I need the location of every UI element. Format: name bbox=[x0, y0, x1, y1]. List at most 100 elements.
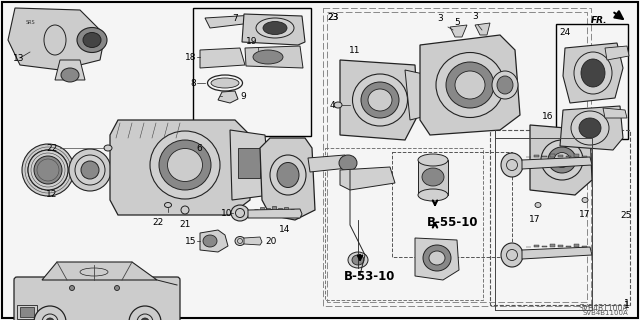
Bar bbox=[327, 12, 587, 302]
Polygon shape bbox=[200, 48, 245, 68]
Polygon shape bbox=[218, 91, 238, 103]
Text: SVB4B1100A: SVB4B1100A bbox=[582, 310, 628, 316]
Bar bbox=[534, 155, 539, 157]
Circle shape bbox=[42, 314, 58, 320]
Text: 15: 15 bbox=[184, 236, 196, 245]
Ellipse shape bbox=[429, 251, 445, 265]
Polygon shape bbox=[340, 167, 395, 190]
Bar bbox=[20, 307, 34, 317]
Bar bbox=[574, 244, 579, 247]
Bar bbox=[418, 160, 448, 195]
Text: SVB4B1100A: SVB4B1100A bbox=[579, 304, 628, 313]
Ellipse shape bbox=[492, 71, 518, 99]
Ellipse shape bbox=[368, 89, 392, 111]
Text: 7: 7 bbox=[232, 14, 237, 23]
Text: 20: 20 bbox=[265, 236, 276, 245]
Ellipse shape bbox=[582, 197, 588, 203]
Ellipse shape bbox=[168, 148, 202, 181]
Polygon shape bbox=[560, 106, 623, 150]
Text: 13: 13 bbox=[13, 53, 24, 62]
Ellipse shape bbox=[83, 33, 101, 47]
Text: 23: 23 bbox=[327, 13, 339, 22]
Ellipse shape bbox=[334, 102, 342, 108]
Text: 11: 11 bbox=[349, 46, 361, 55]
Ellipse shape bbox=[150, 131, 220, 199]
Ellipse shape bbox=[554, 153, 570, 167]
Ellipse shape bbox=[339, 155, 357, 171]
Bar bbox=[574, 154, 579, 157]
Ellipse shape bbox=[159, 140, 211, 190]
Polygon shape bbox=[450, 25, 467, 37]
Bar bbox=[490, 130, 630, 305]
Bar bbox=[566, 246, 571, 247]
Ellipse shape bbox=[81, 161, 99, 179]
Text: 3: 3 bbox=[437, 14, 443, 23]
Polygon shape bbox=[530, 125, 592, 195]
Text: 1: 1 bbox=[624, 299, 630, 308]
Ellipse shape bbox=[418, 189, 448, 201]
Bar bbox=[238, 148, 260, 178]
Polygon shape bbox=[415, 238, 459, 280]
Circle shape bbox=[70, 285, 74, 291]
Ellipse shape bbox=[69, 149, 111, 191]
Bar bbox=[17, 305, 37, 319]
Polygon shape bbox=[42, 262, 157, 280]
Polygon shape bbox=[563, 43, 623, 103]
Bar bbox=[193, 8, 311, 136]
Polygon shape bbox=[603, 108, 627, 118]
FancyBboxPatch shape bbox=[14, 277, 180, 320]
Polygon shape bbox=[242, 14, 305, 45]
Bar bbox=[272, 206, 276, 209]
Polygon shape bbox=[248, 209, 302, 218]
Bar bbox=[392, 152, 512, 257]
Ellipse shape bbox=[436, 52, 504, 117]
Polygon shape bbox=[230, 130, 270, 200]
Ellipse shape bbox=[501, 153, 523, 177]
Ellipse shape bbox=[497, 76, 513, 94]
Ellipse shape bbox=[579, 118, 601, 138]
Text: 6: 6 bbox=[196, 144, 202, 153]
Ellipse shape bbox=[352, 255, 364, 265]
Polygon shape bbox=[205, 15, 260, 28]
Bar bbox=[325, 148, 483, 300]
Polygon shape bbox=[260, 138, 315, 220]
Ellipse shape bbox=[104, 145, 112, 151]
Text: 14: 14 bbox=[279, 225, 291, 234]
Polygon shape bbox=[55, 60, 85, 80]
Ellipse shape bbox=[270, 155, 306, 195]
Ellipse shape bbox=[548, 147, 576, 173]
Polygon shape bbox=[420, 35, 520, 135]
Ellipse shape bbox=[263, 21, 287, 35]
Text: 21: 21 bbox=[179, 220, 191, 229]
Ellipse shape bbox=[501, 243, 523, 267]
Text: FR.: FR. bbox=[591, 15, 607, 25]
Text: 25: 25 bbox=[621, 211, 632, 220]
Ellipse shape bbox=[61, 68, 79, 82]
Ellipse shape bbox=[28, 150, 68, 190]
Text: 3: 3 bbox=[472, 12, 478, 21]
Text: 8: 8 bbox=[190, 78, 196, 87]
Text: 22: 22 bbox=[152, 218, 164, 227]
Ellipse shape bbox=[571, 111, 609, 145]
Ellipse shape bbox=[423, 245, 451, 271]
Circle shape bbox=[46, 318, 54, 320]
Ellipse shape bbox=[353, 74, 408, 126]
Polygon shape bbox=[340, 60, 418, 140]
Ellipse shape bbox=[541, 140, 583, 180]
Ellipse shape bbox=[277, 163, 299, 188]
Ellipse shape bbox=[361, 82, 399, 118]
Ellipse shape bbox=[446, 62, 494, 108]
Text: 10: 10 bbox=[221, 209, 232, 218]
Bar bbox=[558, 245, 563, 247]
Circle shape bbox=[115, 285, 120, 291]
Text: 16: 16 bbox=[542, 112, 554, 121]
Ellipse shape bbox=[455, 71, 485, 99]
Ellipse shape bbox=[574, 52, 612, 94]
Ellipse shape bbox=[235, 236, 245, 245]
Polygon shape bbox=[605, 46, 629, 60]
Text: 22: 22 bbox=[47, 143, 58, 153]
Ellipse shape bbox=[348, 252, 368, 268]
Polygon shape bbox=[110, 120, 250, 215]
Text: 12: 12 bbox=[46, 190, 58, 199]
Ellipse shape bbox=[28, 150, 68, 190]
